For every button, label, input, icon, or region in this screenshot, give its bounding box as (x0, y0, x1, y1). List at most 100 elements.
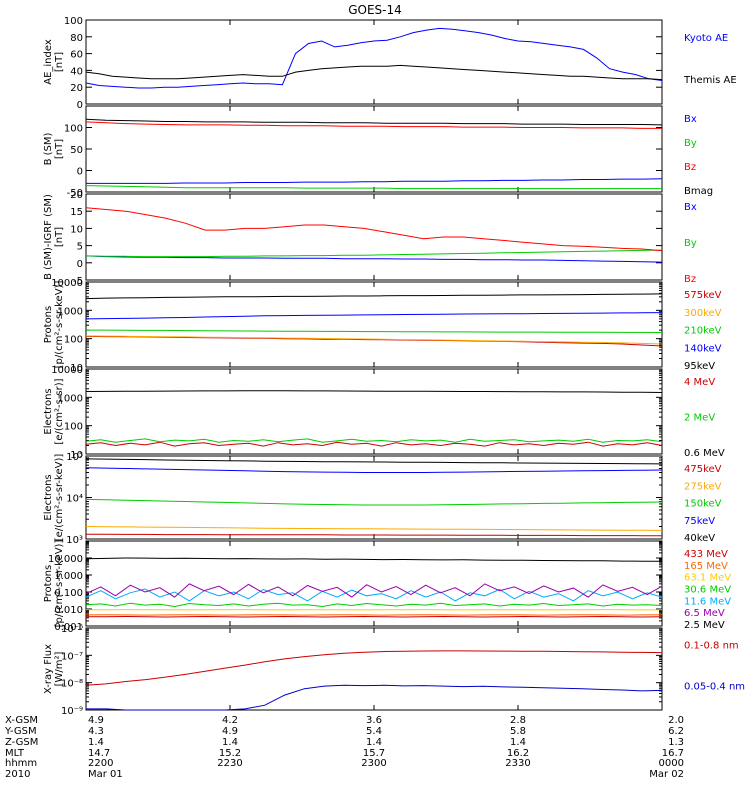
ephem-label-y-gsm: Y-GSM (4, 726, 37, 737)
ephem-value: 2230 (217, 758, 242, 769)
legend-165-mev: 165 MeV (684, 561, 728, 572)
ephem-value: 2.8 (510, 715, 526, 726)
y-axis-label: Electrons[e/(cm²-s-sr)] (43, 378, 65, 444)
y-tick-label: 10 (70, 224, 83, 235)
y-axis-label-line: [p/(cm²-s-sr-keV)] (54, 281, 65, 369)
y-axis-label-line: [nT] (54, 52, 65, 72)
legend-150kev: 150keV (684, 499, 722, 510)
ephem-value: 6.2 (668, 726, 684, 737)
y-axis-label-line: Protons (43, 565, 54, 602)
y-tick-label: 1.000 (54, 571, 83, 582)
ephem-value: 1.4 (88, 737, 104, 748)
ephem-date-left: Mar 01 (88, 769, 123, 780)
y-tick-label: 10⁻⁹ (61, 706, 83, 717)
y-tick-label: 10⁵ (66, 452, 83, 463)
ephem-value: 16.2 (507, 748, 529, 759)
legend-bx: Bx (684, 202, 697, 213)
ephem-value: 1.4 (222, 737, 238, 748)
legend-0-1-0-8-nm: 0.1-0.8 nm (684, 640, 739, 651)
legend-2-5-mev: 2.5 MeV (684, 620, 725, 631)
series-line-75kev (85, 467, 663, 473)
ephem-value: 4.3 (88, 726, 104, 737)
legend-6-5-mev: 6.5 MeV (684, 608, 725, 619)
panel-5: 10 100 1000 10000 Electrons[e/(cm²-s-sr)] 4 M… (43, 365, 725, 461)
y-axis-label: X-ray Flux[W/m²] (43, 644, 65, 694)
legend-0-05-0-4-nm: 0.05-0.4 nm (684, 681, 745, 692)
series-line-433-mev (86, 615, 663, 618)
ephem-value: 14.7 (88, 748, 110, 759)
y-tick-label: 0.010 (54, 605, 83, 616)
legend-575kev: 575keV (684, 290, 722, 301)
series-line-140kev (85, 312, 663, 320)
y-axis-label-line: Protons (43, 306, 54, 343)
y-axis-label: Protons[p/(cm²-s-sr-keV)] (43, 281, 65, 369)
panel-frame (85, 627, 663, 711)
legend-11-6-mev: 11.6 MeV (684, 596, 731, 607)
y-tick-label: 60 (70, 50, 83, 61)
series-line-bmag (85, 118, 663, 126)
legend-bz: Bz (684, 162, 696, 173)
y-axis-label-line: [e/(cm²-s-sr-keV)] (54, 454, 65, 542)
panel-frame (85, 540, 663, 627)
ephem-value: 4.9 (222, 726, 238, 737)
ephem-label-z-gsm: Z-GSM (5, 737, 38, 748)
y-axis-label: B (SM)-IGRF (SM)[nT] (43, 194, 65, 280)
y-tick-label: 5 (77, 242, 83, 253)
legend-30-6-mev: 30.6 MeV (684, 585, 731, 596)
ephem-value: 2330 (505, 758, 530, 769)
y-tick-label: 10000 (51, 278, 83, 289)
y-axis-label-line: AE_index (43, 39, 54, 85)
legend-0-6-mev: 0.6 MeV (684, 448, 725, 459)
ephem-value: 4.2 (222, 715, 238, 726)
y-tick-label: 10⁻⁶ (61, 624, 83, 635)
legend-140kev: 140keV (684, 343, 722, 354)
y-axis-label-line: [W/m²] (54, 651, 65, 686)
series-line-275kev (85, 526, 663, 531)
series-line-bz (85, 121, 662, 129)
series-line-11-6-mev (85, 588, 663, 602)
legend-63-1-mev: 63.1 MeV (684, 573, 731, 584)
ephem-value: 2200 (88, 758, 113, 769)
panel-frame (85, 193, 663, 281)
panel-8: 10⁻⁹ 10⁻⁸ 10⁻⁷ 10⁻⁶ X-ray Flux[W/m²] 0.1-0.8 … (43, 624, 745, 717)
panel-1: 0 20 40 60 80 100 AE_index[nT] Kyoto AE Themis A… (43, 16, 737, 111)
series-line-bz (85, 207, 663, 252)
panel-frame (85, 455, 663, 540)
y-tick-label: 10 (70, 363, 83, 374)
y-tick-label: 10⁴ (66, 494, 83, 505)
y-tick-label: 40 (70, 66, 83, 77)
ephem-value: 1.4 (366, 737, 382, 748)
y-tick-label: 0.100 (54, 588, 83, 599)
y-tick-label: 15 (70, 207, 83, 218)
ephem-date-right: Mar 02 (649, 769, 684, 780)
y-tick-label: -5 (73, 276, 83, 287)
legend-2-mev: 2 MeV (684, 413, 715, 424)
y-tick-label: 10.000 (48, 554, 83, 565)
ephem-label-mlt: MLT (5, 748, 25, 759)
y-tick-label: 1000 (58, 393, 83, 404)
series-line-by (85, 249, 663, 258)
plot-title: GOES-14 (348, 3, 402, 17)
legend-75kev: 75keV (684, 516, 715, 527)
series-line-0-05-0-4-nm (86, 684, 663, 711)
y-tick-label: 10³ (66, 535, 83, 546)
y-tick-label: 0 (77, 259, 83, 270)
panel-7: 0.001 0.010 0.100 1.000 10.000Protons[p/(cm²… (43, 540, 731, 633)
ephem-value: 5.8 (510, 726, 526, 737)
y-tick-label: 10000 (51, 365, 83, 376)
series-line-themis-ae (85, 64, 663, 81)
y-axis-label-line: Electrons (43, 388, 54, 434)
y-axis-label: AE_index[nT] (43, 39, 65, 85)
series-line-30-6-mev (85, 602, 663, 608)
ephem-value: 0000 (659, 758, 684, 769)
y-tick-label: 100 (64, 124, 83, 135)
legend-475kev: 475keV (684, 464, 722, 475)
legend-4-mev: 4 MeV (684, 377, 715, 388)
y-tick-label: 10⁻⁸ (61, 679, 83, 690)
y-tick-label: 50 (70, 145, 83, 156)
